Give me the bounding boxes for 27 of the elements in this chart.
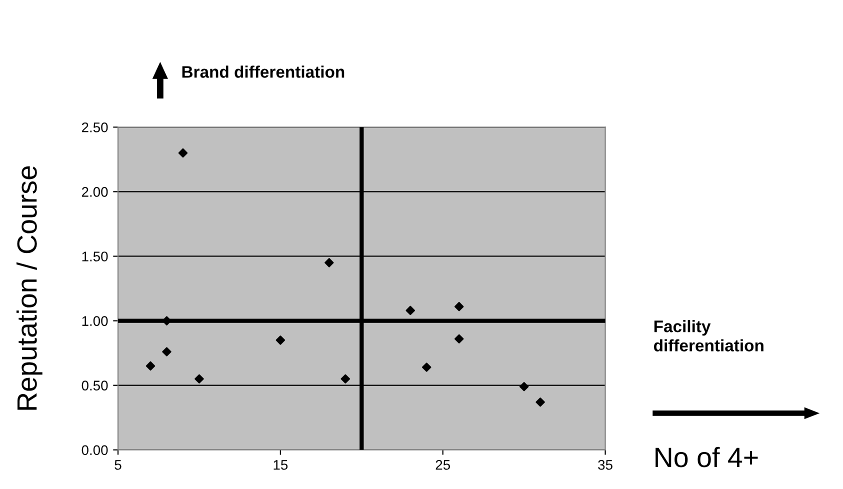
point bbox=[324, 258, 334, 268]
point bbox=[276, 336, 286, 345]
x-tick-label: 35 bbox=[598, 460, 612, 470]
point bbox=[146, 361, 156, 371]
text: Brand differentiation bbox=[182, 66, 344, 78]
y-tick-label: 1.00 bbox=[82, 316, 108, 326]
point bbox=[194, 374, 204, 384]
y-tick-label: 0.50 bbox=[82, 380, 108, 390]
y-tick-label: 2.50 bbox=[82, 122, 108, 132]
point bbox=[454, 334, 464, 344]
x-tick-label: 5 bbox=[114, 460, 122, 470]
y-tick-label: 1.50 bbox=[82, 252, 108, 262]
point bbox=[422, 362, 432, 372]
text: Facility differentiation bbox=[654, 320, 764, 352]
point bbox=[519, 382, 529, 392]
y-tick-label: 0.00 bbox=[82, 445, 108, 456]
point bbox=[536, 397, 545, 407]
point bbox=[406, 306, 415, 316]
y-axis-title: Reputation / Course bbox=[16, 166, 42, 410]
x-tick-label: 25 bbox=[436, 460, 450, 470]
point bbox=[162, 347, 172, 356]
x-tick-label: 15 bbox=[274, 460, 288, 470]
y-tick-label: 2.00 bbox=[82, 187, 108, 197]
x-axis-title: No of 4+ bbox=[656, 446, 758, 468]
point bbox=[454, 302, 464, 312]
point bbox=[178, 148, 188, 158]
point bbox=[340, 374, 350, 384]
